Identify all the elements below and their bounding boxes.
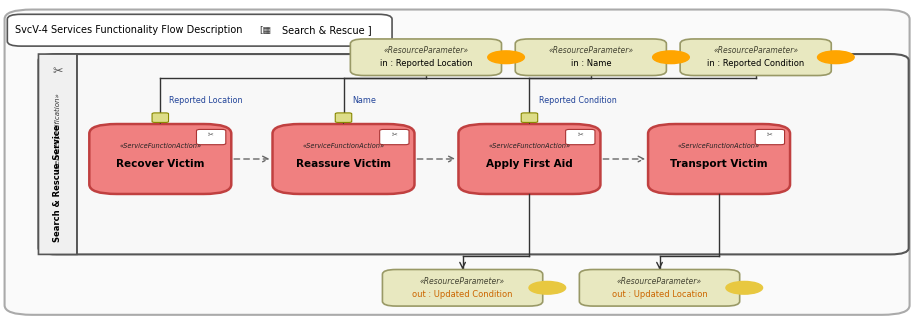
Text: Recover Victim: Recover Victim: [116, 159, 204, 169]
Circle shape: [725, 281, 763, 294]
Text: Apply First Aid: Apply First Aid: [486, 159, 572, 169]
FancyBboxPatch shape: [7, 14, 392, 46]
Text: Transport Victim: Transport Victim: [671, 159, 768, 169]
Text: «ServiceFunctionAction»: «ServiceFunctionAction»: [678, 143, 760, 149]
FancyBboxPatch shape: [521, 113, 538, 122]
Circle shape: [487, 51, 524, 64]
Text: «ResourceParameter»: «ResourceParameter»: [714, 46, 798, 55]
FancyBboxPatch shape: [379, 129, 409, 145]
Text: Search & Rescue Service: Search & Rescue Service: [53, 124, 62, 242]
Circle shape: [817, 51, 854, 64]
Circle shape: [652, 51, 690, 64]
FancyBboxPatch shape: [5, 10, 910, 315]
Text: ✂: ✂: [208, 132, 214, 137]
Text: Reported Condition: Reported Condition: [539, 96, 616, 105]
Text: «ServiceSpecification»: «ServiceSpecification»: [55, 92, 60, 172]
FancyBboxPatch shape: [579, 270, 739, 306]
FancyBboxPatch shape: [458, 124, 601, 194]
Text: [▦: [▦: [259, 26, 271, 35]
Text: out : Updated Condition: out : Updated Condition: [412, 290, 513, 299]
FancyBboxPatch shape: [152, 113, 169, 122]
Text: «ResourceParameter»: «ResourceParameter»: [420, 277, 505, 286]
FancyBboxPatch shape: [350, 39, 502, 75]
FancyBboxPatch shape: [38, 54, 909, 254]
FancyBboxPatch shape: [565, 129, 595, 145]
Text: in : Reported Condition: in : Reported Condition: [707, 59, 804, 68]
FancyBboxPatch shape: [335, 113, 352, 122]
Text: ✂: ✂: [767, 132, 773, 137]
Text: SvcV-4 Services Functionality Flow Description: SvcV-4 Services Functionality Flow Descr…: [15, 25, 242, 35]
Text: «ServiceFunctionAction»: «ServiceFunctionAction»: [119, 143, 202, 149]
FancyBboxPatch shape: [515, 39, 666, 75]
Text: Search & Rescue ]: Search & Rescue ]: [282, 25, 372, 35]
FancyBboxPatch shape: [383, 270, 542, 306]
FancyBboxPatch shape: [680, 39, 832, 75]
FancyBboxPatch shape: [649, 124, 790, 194]
Text: «ServiceFunctionAction»: «ServiceFunctionAction»: [488, 143, 571, 149]
FancyBboxPatch shape: [273, 124, 414, 194]
Text: Name: Name: [353, 96, 376, 105]
FancyBboxPatch shape: [196, 129, 225, 145]
Text: ✂: ✂: [577, 132, 583, 137]
Text: «ServiceFunctionAction»: «ServiceFunctionAction»: [302, 143, 385, 149]
Text: «ResourceParameter»: «ResourceParameter»: [617, 277, 702, 286]
Text: «ResourceParameter»: «ResourceParameter»: [384, 46, 468, 55]
Text: in : Name: in : Name: [571, 59, 611, 68]
Text: in : Reported Location: in : Reported Location: [380, 59, 472, 68]
FancyBboxPatch shape: [755, 129, 784, 145]
Text: out : Updated Location: out : Updated Location: [612, 290, 707, 299]
Text: Reported Location: Reported Location: [169, 96, 243, 105]
Text: «ResourceParameter»: «ResourceParameter»: [549, 46, 633, 55]
Text: Reassure Victim: Reassure Victim: [296, 159, 391, 169]
Text: ✂: ✂: [391, 132, 398, 137]
FancyBboxPatch shape: [38, 54, 77, 254]
Text: ✂: ✂: [52, 65, 63, 78]
FancyBboxPatch shape: [89, 124, 231, 194]
Circle shape: [529, 281, 566, 294]
